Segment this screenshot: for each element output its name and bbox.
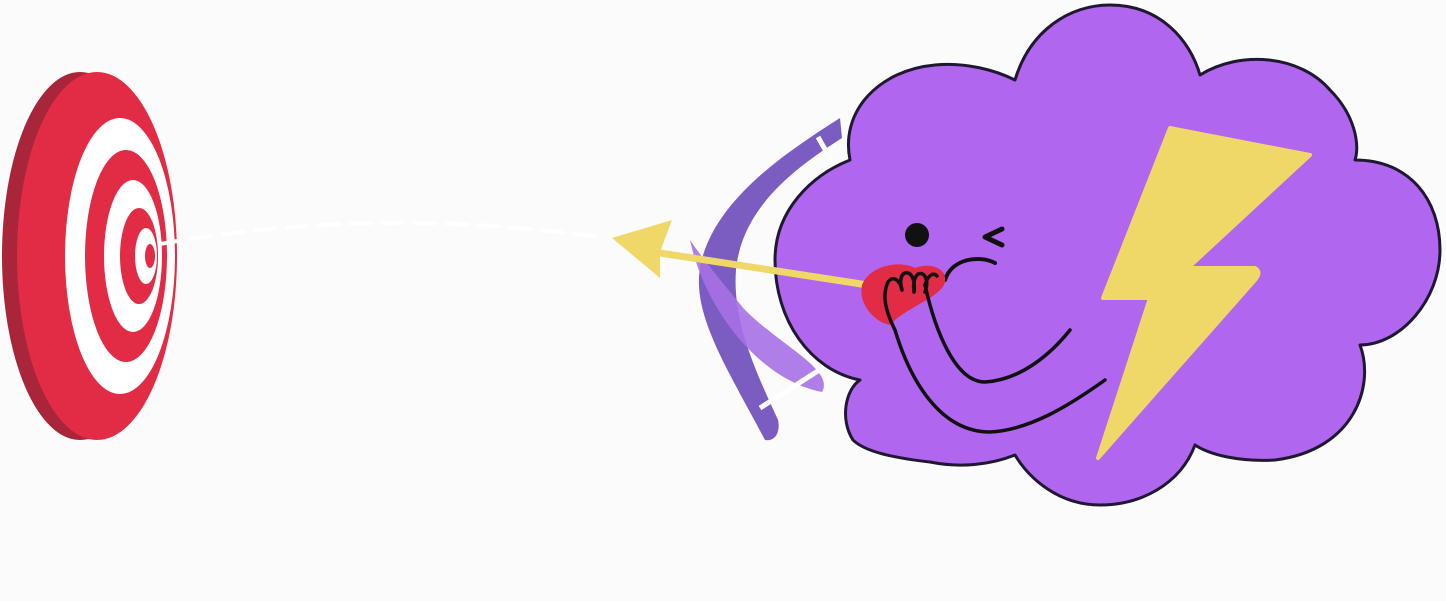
eye-wink — [982, 226, 1005, 248]
arrow-trail — [158, 220, 607, 246]
lips — [861, 264, 946, 325]
lightning-icon — [1096, 126, 1312, 460]
cloud-icon — [773, 3, 1442, 507]
face — [861, 223, 1005, 325]
target-icon — [2, 72, 177, 440]
hand-arm — [883, 271, 1107, 434]
arrow-icon — [612, 220, 904, 294]
eye-left — [905, 223, 929, 247]
mouth — [943, 256, 997, 282]
